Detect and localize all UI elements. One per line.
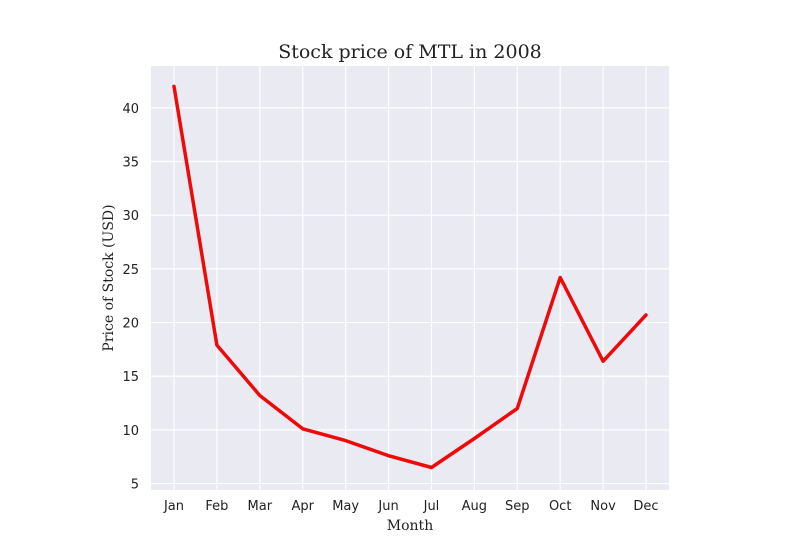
y-axis-label: Price of Stock (USD) (101, 204, 117, 351)
y-tick-label: 40 (122, 102, 139, 117)
x-tick-label: Jan (163, 499, 184, 514)
x-tick-label: May (332, 499, 359, 514)
y-tick-label: 15 (122, 370, 139, 385)
x-tick-label: Apr (291, 499, 314, 514)
chart-title: Stock price of MTL in 2008 (278, 41, 542, 63)
x-tick-label: Feb (205, 499, 228, 514)
x-tick-label: Mar (248, 499, 273, 514)
y-tick-label: 25 (122, 263, 139, 278)
y-tick-label: 5 (131, 478, 139, 493)
x-axis-label: Month (387, 518, 433, 534)
plot-area (151, 66, 669, 490)
x-tick-label: Jul (423, 499, 440, 514)
x-tick-label: Sep (505, 499, 530, 514)
x-tick-label: Aug (462, 499, 487, 514)
x-tick-label: Nov (590, 499, 616, 514)
series-layer (172, 84, 648, 470)
y-tick-label: 10 (122, 424, 139, 439)
series-line (172, 84, 648, 470)
x-tick-labels: Jan Feb Mar Apr May Jun Jul Aug Sep Oct Nov Dec (163, 499, 659, 514)
x-tick-label: Dec (633, 499, 658, 514)
x-tick-label: Jun (377, 499, 398, 514)
grid-layer (151, 66, 669, 490)
x-tick-label: Oct (549, 499, 571, 514)
y-tick-label: 20 (122, 317, 139, 332)
y-tick-label: 35 (122, 156, 139, 171)
y-tick-label: 30 (122, 209, 139, 224)
y-tick-labels: 5 10 15 20 25 30 35 40 (122, 102, 139, 493)
